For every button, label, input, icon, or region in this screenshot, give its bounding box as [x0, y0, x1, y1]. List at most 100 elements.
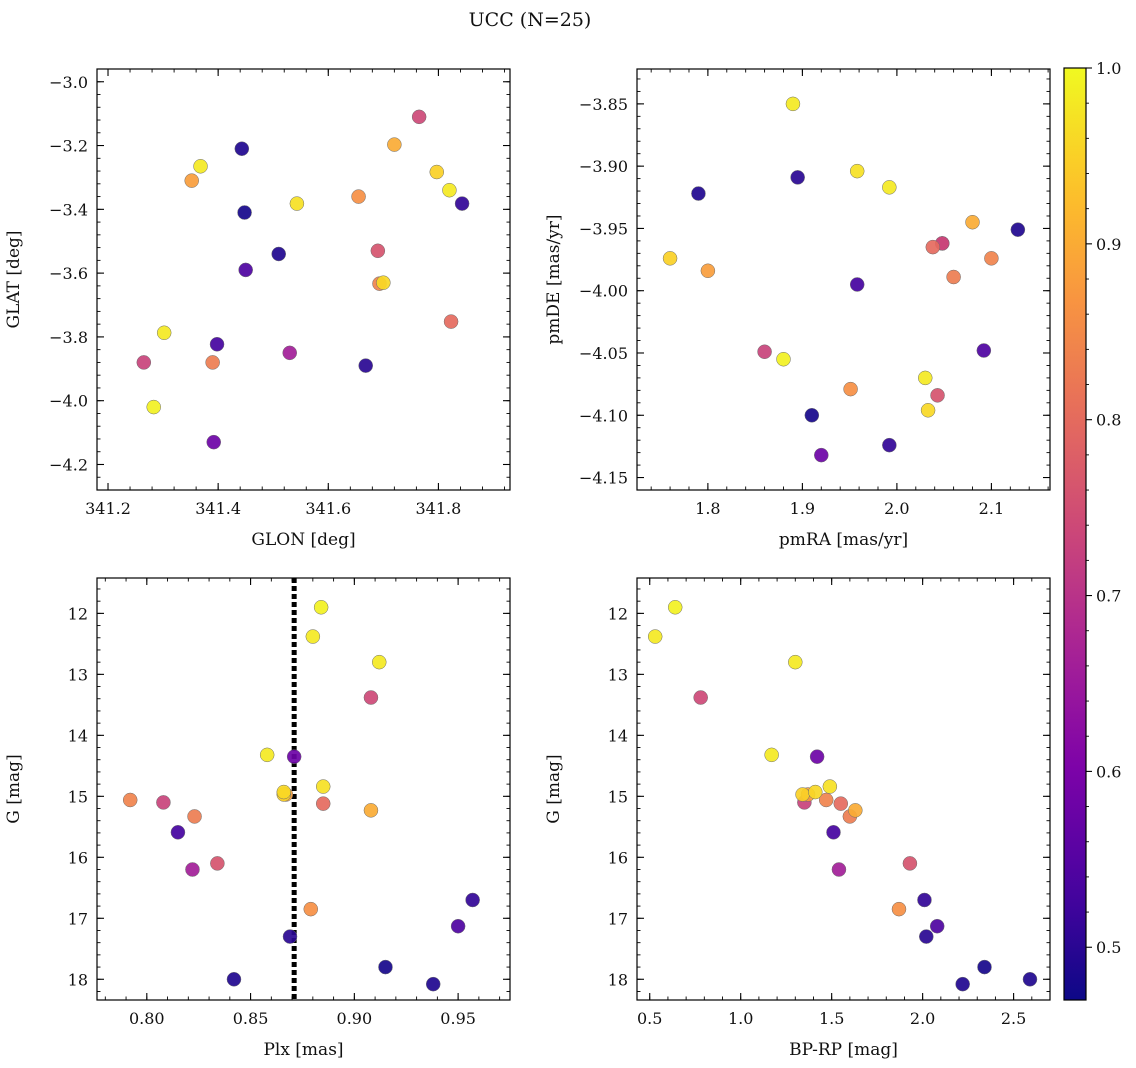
- y-tick-label: −4.00: [579, 282, 628, 301]
- data-point: [693, 690, 708, 705]
- scatter-panel-1: 341.2 341.4 341.6 341.8 −4.2 −4.0 −3.8 −3.6 −3.4…: [4, 68, 511, 550]
- x-tick-label: 0.80: [129, 1009, 165, 1028]
- data-point: [372, 654, 387, 670]
- data-point: [315, 779, 331, 794]
- data-point: [955, 976, 970, 992]
- points-group: [136, 109, 470, 450]
- data-point: [691, 186, 706, 201]
- data-point: [237, 205, 252, 220]
- data-point: [450, 918, 466, 934]
- data-point: [210, 856, 225, 871]
- data-point: [370, 243, 386, 259]
- x-tick-label: 341.4: [195, 499, 241, 518]
- x-tick-label: 2.1: [979, 499, 1004, 518]
- data-point: [919, 929, 934, 944]
- data-point: [843, 381, 858, 397]
- y-tick-label: −3.0: [49, 73, 88, 92]
- data-point: [425, 976, 441, 992]
- x-tick-label: 341.2: [85, 499, 131, 518]
- data-point: [776, 351, 791, 367]
- x-tick-label: 341.6: [305, 499, 351, 518]
- x-tick-label: 2.0: [910, 1009, 935, 1028]
- data-point: [917, 370, 933, 386]
- data-point: [662, 251, 678, 266]
- y-tick-label: 14: [68, 726, 88, 745]
- x-tick-label: 2.5: [1001, 1009, 1026, 1028]
- y-tick-label: 12: [68, 604, 88, 623]
- data-point: [363, 803, 379, 818]
- colorbar-tick-label: 1.0: [1096, 59, 1121, 78]
- data-point: [848, 803, 863, 818]
- axes-frame: [96, 68, 511, 491]
- x-tick-label: 0.85: [233, 1009, 269, 1028]
- data-point: [378, 959, 393, 975]
- data-point: [917, 892, 932, 908]
- y-tick-label: −4.2: [49, 455, 88, 474]
- data-point: [286, 749, 302, 764]
- data-point: [443, 314, 459, 329]
- y-tick-label: −3.85: [579, 95, 628, 114]
- x-tick-label: 1.0: [728, 1009, 753, 1028]
- x-axis-label: BP-RP [mag]: [789, 1040, 898, 1060]
- data-point: [808, 784, 823, 800]
- y-tick-label: 18: [608, 970, 628, 989]
- data-point: [282, 929, 298, 944]
- data-point: [790, 170, 805, 185]
- colorbar-tick-label: 0.8: [1096, 411, 1121, 430]
- x-axis-label: pmRA [mas/yr]: [779, 530, 908, 550]
- y-tick-label: −3.95: [579, 219, 628, 238]
- points-group: [662, 96, 1026, 463]
- data-point: [700, 263, 716, 279]
- data-point: [209, 336, 225, 352]
- x-tick-label: 1.5: [819, 1009, 844, 1028]
- x-axis-label: GLON [deg]: [251, 530, 355, 550]
- y-tick-label: 16: [608, 848, 628, 867]
- y-tick-label: −3.4: [49, 200, 88, 219]
- colorbar-tick-label: 0.6: [1096, 762, 1121, 781]
- data-point: [156, 325, 172, 341]
- y-tick-label: 15: [68, 787, 88, 806]
- y-tick-label: −3.8: [49, 328, 88, 347]
- data-point: [882, 437, 897, 453]
- data-point: [303, 901, 319, 917]
- x-tick-label: 0.95: [440, 1009, 476, 1028]
- data-point: [193, 159, 208, 174]
- data-point: [259, 747, 275, 763]
- data-point: [465, 892, 480, 908]
- panels-group: 341.2 341.4 341.6 341.8 −4.2 −4.0 −3.8 −3.6 −3.4…: [4, 68, 1051, 1060]
- data-point: [358, 358, 373, 373]
- colorbar-frame: [1063, 67, 1087, 1001]
- data-point: [764, 747, 779, 763]
- data-point: [411, 109, 427, 125]
- data-point: [788, 654, 803, 670]
- y-tick-label: 15: [608, 787, 628, 806]
- figure-title: UCC (N=25): [469, 9, 592, 31]
- data-point: [387, 137, 402, 152]
- y-tick-label: 14: [608, 726, 628, 745]
- y-tick-label: −3.6: [49, 264, 88, 283]
- data-point: [822, 779, 838, 794]
- x-tick-label: 1.9: [790, 499, 815, 518]
- x-tick-label: 0.5: [637, 1009, 662, 1028]
- y-tick-label: −3.90: [579, 157, 628, 176]
- data-point: [226, 972, 242, 987]
- data-point: [156, 795, 171, 810]
- data-point: [647, 629, 663, 644]
- data-point: [891, 901, 907, 917]
- data-point: [1022, 972, 1038, 987]
- data-point: [984, 251, 999, 266]
- scatter-panel-3: 0.80 0.85 0.90 0.95 12 13 14 15 16 17 18 Plx [mas] G…: [4, 577, 511, 1060]
- data-point: [757, 344, 772, 359]
- data-point: [429, 164, 445, 180]
- data-point: [289, 196, 305, 211]
- points-group: [122, 600, 480, 992]
- data-point: [977, 959, 992, 975]
- y-tick-label: 12: [608, 604, 628, 623]
- data-point: [925, 239, 941, 255]
- data-point: [170, 825, 186, 840]
- scatter-panel-2: 1.8 1.9 2.0 2.1 −4.15 −4.10 −4.05 −4.00 −3.95 −3.…: [544, 68, 1051, 550]
- data-point: [831, 862, 847, 877]
- data-point: [930, 388, 945, 403]
- data-point: [351, 189, 366, 204]
